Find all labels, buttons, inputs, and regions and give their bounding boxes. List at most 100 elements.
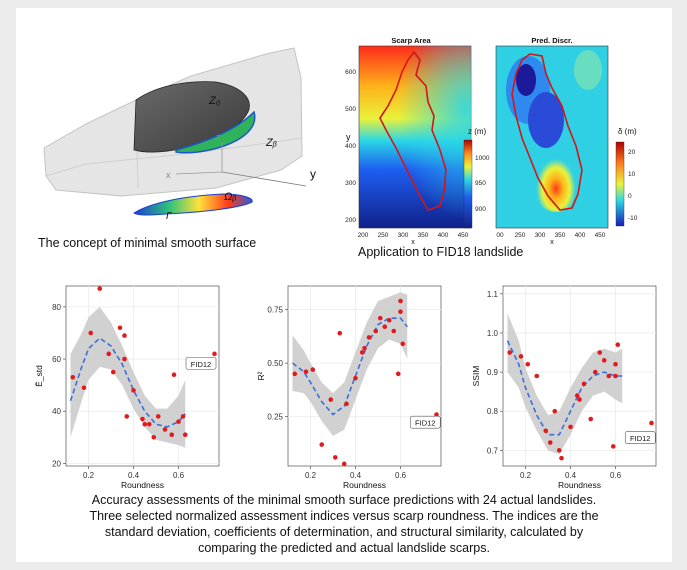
- data-point: [344, 401, 349, 407]
- confidence-band: [507, 313, 623, 455]
- data-point: [386, 317, 392, 323]
- data-point: [366, 335, 372, 340]
- footprint-region: [133, 193, 253, 216]
- data-point: [328, 397, 334, 402]
- data-point: [124, 414, 130, 419]
- confidence-band: [70, 306, 186, 448]
- y-axis-label: R²: [256, 371, 266, 380]
- map-b-scarp-outline: [511, 53, 583, 211]
- y-tick-label: 80: [52, 303, 61, 312]
- bottom-caption: Accuracy assessments of the minimal smoo…: [89, 493, 599, 555]
- data-point: [552, 408, 558, 414]
- map-a-ytick: 500: [345, 106, 356, 113]
- x-tick-label: 0.6: [173, 471, 185, 480]
- data-point: [303, 369, 309, 375]
- data-point: [597, 350, 603, 355]
- data-point: [310, 367, 316, 372]
- annotation-label: FID12: [415, 419, 435, 428]
- map-a-ytick: 600: [345, 69, 356, 76]
- annotation-box: [409, 415, 441, 429]
- y-axis-label: Ē_std: [34, 365, 44, 387]
- data-point: [362, 345, 367, 351]
- data-point: [577, 397, 582, 402]
- map-b-xtick: 350: [555, 232, 566, 239]
- chart-panel-2: 0.25 0.50 0.75 0.2 0.4 0.6 Roundness R² FID12: [256, 285, 442, 490]
- label-omega: Ωᵦ: [224, 191, 237, 203]
- x-axis-label: Roundness: [121, 480, 164, 490]
- map-a-xtick: 300: [398, 232, 409, 239]
- x-tick-label: 0.6: [610, 471, 622, 480]
- map-b-xlabel: x: [550, 239, 554, 246]
- data-point: [212, 351, 217, 357]
- y-tick-label: 0.8: [487, 407, 499, 416]
- map-panels: Scarp Area y 600 500 400 300 200 200 250…: [345, 36, 638, 246]
- data-point: [359, 350, 365, 355]
- data-point: [180, 414, 186, 419]
- map-a-cbar-tick: 900: [475, 206, 486, 213]
- map-a-xtick: 400: [438, 232, 449, 239]
- map-a-xtick: 450: [458, 232, 469, 239]
- data-point: [534, 373, 540, 379]
- map-a-xtick: 350: [418, 232, 429, 239]
- y-tick-label: 0.50: [267, 359, 283, 368]
- data-point: [547, 440, 553, 445]
- map-b-cbar-title: δ (m): [618, 127, 637, 136]
- data-point: [319, 442, 325, 447]
- trend-line: [292, 317, 408, 416]
- map-b-xtick: 400: [575, 232, 586, 239]
- data-point: [292, 371, 298, 377]
- annotation-box: [624, 431, 656, 444]
- y-axis-label: SSIM: [471, 366, 481, 387]
- data-point: [377, 315, 383, 321]
- data-point: [518, 354, 524, 359]
- data-point: [434, 412, 439, 417]
- application-caption: Application to FID18 landslide: [358, 245, 524, 259]
- map-a-title: Scarp Area: [391, 36, 431, 45]
- data-point: [373, 328, 379, 334]
- x-tick-label: 0.4: [565, 471, 577, 480]
- label-axis-z: z: [216, 132, 221, 142]
- concept-illustration: Z₀ Zᵦ Ωᵦ Γ y x z: [43, 47, 316, 222]
- data-point: [337, 330, 343, 336]
- data-point: [122, 356, 127, 362]
- data-point: [601, 358, 607, 363]
- data-point: [131, 388, 136, 393]
- map-a-cbar-tick: 1000: [475, 155, 490, 162]
- label-gamma: Γ: [166, 211, 173, 222]
- map-b-cbar-tick: 10: [628, 171, 636, 178]
- data-point: [592, 369, 598, 375]
- data-point: [581, 381, 587, 387]
- data-point: [162, 427, 168, 432]
- y-tick-label: 40: [52, 407, 61, 416]
- y-tick-label: 0.7: [487, 446, 499, 455]
- y-tick-label: 1.0: [487, 329, 499, 338]
- map-b-xtick: 300: [535, 232, 546, 239]
- label-axis-y: y: [310, 167, 316, 181]
- x-axis-label: Roundness: [558, 480, 601, 490]
- map-b-colorbar: [615, 141, 625, 227]
- figure-card: Z₀ Zᵦ Ωᵦ Γ y x z The concept of minimal …: [16, 8, 672, 562]
- data-point: [507, 350, 513, 355]
- map-b-cbar-tick: -10: [628, 215, 638, 222]
- label-axis-x: x: [166, 170, 171, 180]
- map-b-title: Pred. Discr.: [531, 36, 572, 45]
- data-point: [574, 393, 580, 398]
- data-point: [155, 414, 161, 419]
- chart-panel-3: 0.7 0.8 0.9 1.0 1.1 0.2 0.4 0.6 Roundness SSIM FID…: [471, 285, 657, 490]
- map-a-cbar-title: z (m): [468, 127, 487, 136]
- data-point: [146, 421, 152, 427]
- data-point: [559, 455, 564, 461]
- data-point: [391, 328, 397, 334]
- data-point: [606, 373, 612, 379]
- data-point: [110, 369, 116, 375]
- chart-panel-1: 20 40 60 80 0.2 0.4 0.6 Roundness Ē_std FID12: [34, 285, 220, 490]
- map-a-xtick: 250: [378, 232, 389, 239]
- map-b-cbar-tick: 20: [628, 149, 636, 156]
- map-a-scarp-outline: [379, 50, 447, 211]
- map-a-ylabel: y: [346, 132, 351, 142]
- data-point: [97, 286, 103, 291]
- annotation-label: FID12: [630, 434, 650, 443]
- map-a-cbar-tick: 950: [475, 180, 486, 187]
- y-tick-label: 1.1: [487, 290, 499, 299]
